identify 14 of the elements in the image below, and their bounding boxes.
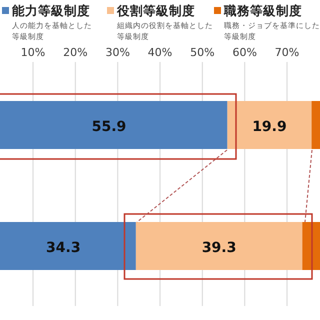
x-tick-label: 70% [274, 46, 300, 59]
data-label: 39.3 [202, 240, 236, 256]
legend-label: 職務等級制度 [223, 3, 302, 18]
x-tick-label: 50% [190, 46, 215, 59]
data-label: 55.9 [92, 119, 126, 135]
legend-label: 能力等級制度 [12, 3, 90, 18]
x-tick-label: 40% [148, 46, 172, 59]
x-tick-label: 20% [63, 46, 88, 59]
x-tick-label: 10% [20, 46, 46, 59]
data-label: 19.9 [252, 119, 287, 135]
legend-label: 役割等級制度 [116, 3, 195, 18]
x-tick-label: 60% [232, 46, 257, 59]
x-tick-label: 30% [105, 46, 130, 59]
data-label: 34.3 [46, 240, 81, 256]
